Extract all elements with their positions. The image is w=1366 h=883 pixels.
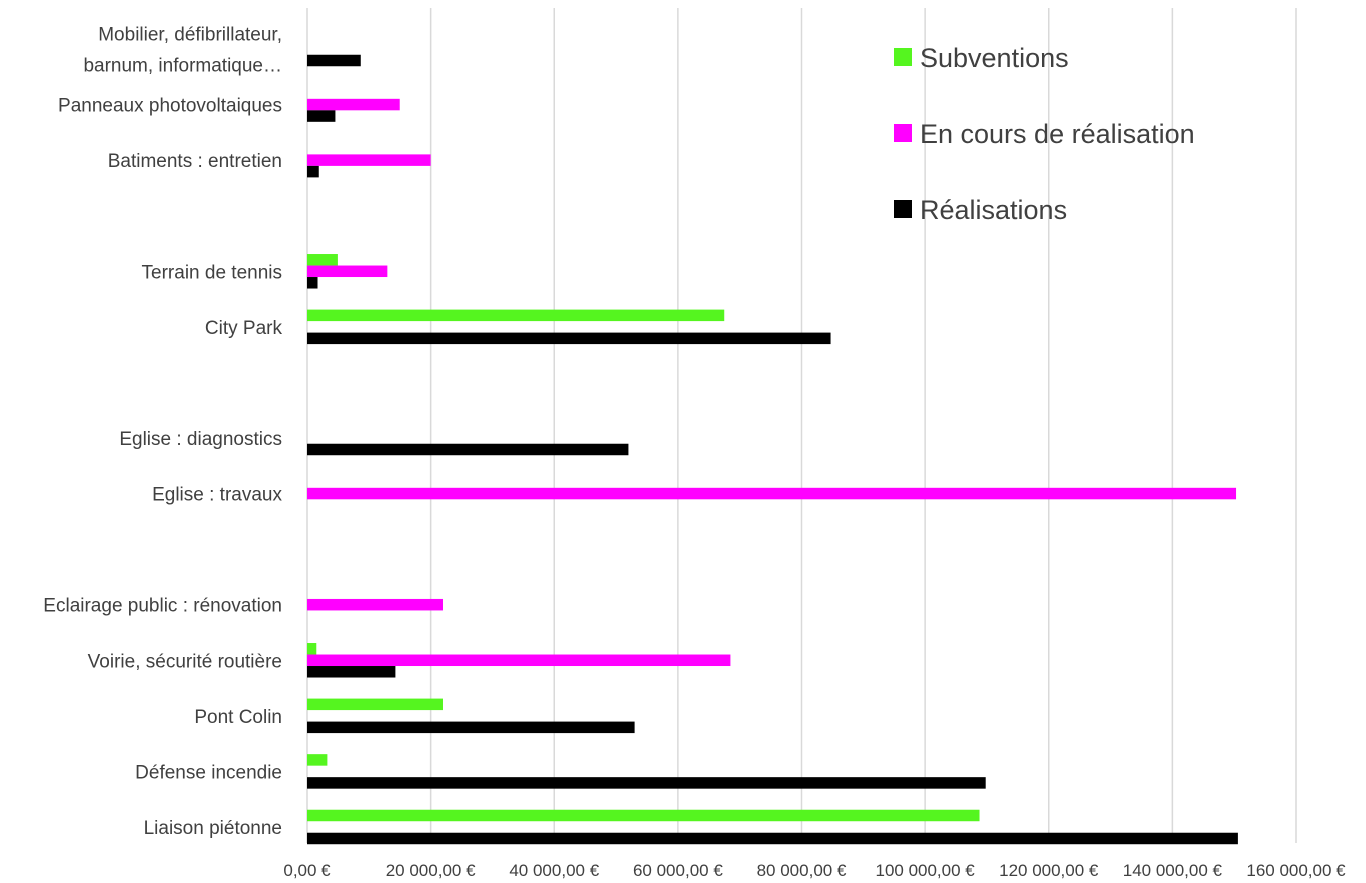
bar-en-cours-de-r-alisation-11 (307, 654, 731, 667)
category-label-4: Terrain de tennis (142, 262, 282, 283)
bar-en-cours-de-r-alisation-10 (307, 598, 443, 611)
bar-r-alisations-2 (307, 165, 319, 178)
x-tick-label-3: 60 000,00 € (633, 861, 723, 880)
bar-r-alisations-7 (307, 443, 629, 456)
category-label-2: Batiments : entretien (108, 151, 282, 172)
x-axis-tick-labels: 0,00 € 20 000,00 € 40 000,00 € 60 000,00 € 8… (283, 861, 1346, 880)
legend: Subventions En cours de réalisation Réalis… (894, 43, 1195, 225)
bar-subventions-14 (307, 809, 980, 822)
bar-subventions-11 (307, 643, 317, 655)
x-tick-label-1: 20 000,00 € (386, 861, 476, 880)
bar-en-cours-de-r-alisation-8 (307, 487, 1237, 500)
category-label-13: Défense incendie (135, 762, 282, 783)
bar-subventions-12 (307, 698, 443, 711)
bar-en-cours-de-r-alisation-4 (307, 265, 388, 278)
legend-label-0: Subventions (920, 43, 1069, 73)
bar-subventions-13 (307, 754, 328, 766)
x-tick-label-4: 80 000,00 € (757, 861, 847, 880)
bar-r-alisations-1 (307, 110, 336, 122)
category-labels: Mobilier, défibrillateur, barnum, informa… (43, 25, 282, 839)
x-tick-label-8: 160 000,00 € (1246, 861, 1346, 880)
x-tick-label-6: 120 000,00 € (999, 861, 1099, 880)
legend-swatch-0 (894, 48, 912, 66)
category-label-10: Eclairage public : rénovation (43, 596, 282, 617)
category-label-12: Pont Colin (194, 707, 282, 728)
bar-r-alisations-4 (307, 277, 318, 289)
category-label-11: Voirie, sécurité routière (88, 651, 282, 672)
bar-r-alisations-11 (307, 666, 396, 678)
bar-r-alisations-12 (307, 721, 635, 734)
bar-r-alisations-5 (307, 332, 831, 345)
bar-subventions-4 (307, 254, 338, 266)
legend-swatch-1 (894, 124, 912, 142)
legend-label-1: En cours de réalisation (920, 119, 1195, 149)
x-tick-label-0: 0,00 € (283, 861, 331, 880)
category-label-1: Panneaux photovoltaiques (58, 96, 282, 117)
bar-r-alisations-0 (307, 54, 361, 67)
bar-r-alisations-13 (307, 777, 986, 789)
x-tick-label-2: 40 000,00 € (509, 861, 599, 880)
category-label-5: City Park (205, 318, 283, 339)
legend-swatch-2 (894, 200, 912, 218)
bar-subventions-5 (307, 309, 725, 322)
bar-en-cours-de-r-alisation-2 (307, 154, 431, 166)
bar-en-cours-de-r-alisation-1 (307, 98, 400, 111)
x-tick-label-7: 140 000,00 € (1123, 861, 1223, 880)
bars (307, 54, 1238, 845)
category-label-0: Mobilier, défibrillateur, barnum, informa… (83, 25, 282, 77)
category-label-14: Liaison piétonne (144, 818, 282, 839)
bar-r-alisations-14 (307, 832, 1238, 845)
legend-label-2: Réalisations (920, 195, 1067, 225)
category-label-8: Eglise : travaux (152, 485, 282, 506)
x-tick-label-5: 100 000,00 € (875, 861, 975, 880)
category-label-7: Eglise : diagnostics (119, 429, 282, 450)
gridlines (306, 8, 1297, 843)
